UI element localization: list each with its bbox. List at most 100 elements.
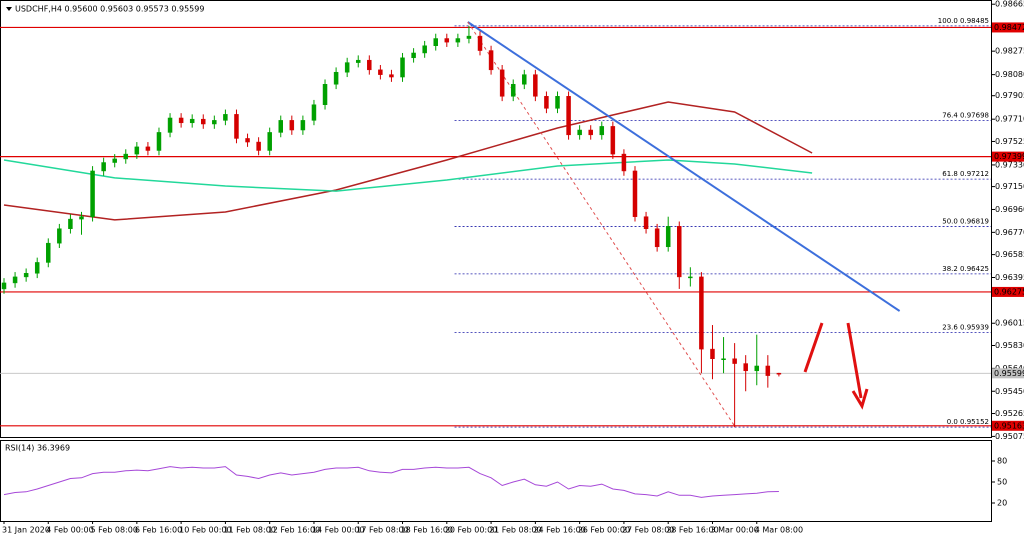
candle-body — [677, 226, 682, 278]
main-frame — [0, 0, 992, 438]
candle-body — [23, 273, 29, 278]
candle-body — [522, 74, 527, 85]
x-tick-label: 28 Feb 16:00 — [666, 526, 718, 535]
candle-body — [466, 35, 472, 39]
candle-body — [1, 282, 7, 290]
candle-body — [632, 170, 638, 217]
x-tick-label: 11 Feb 08:00 — [223, 526, 275, 535]
candle-body — [256, 141, 261, 151]
overlay-line — [3, 159, 813, 192]
fib-label: 61.8 0.97212 — [942, 170, 989, 178]
rsi-title: RSI(14) 36.3969 — [5, 444, 70, 453]
candle-body — [245, 138, 250, 143]
x-tick-label: 12 Feb 16:00 — [268, 526, 320, 535]
candle-body — [710, 348, 715, 359]
candle-body — [654, 228, 660, 248]
candle-body — [167, 117, 173, 133]
candle-body — [289, 120, 295, 131]
rsi-tick-label: 80 — [997, 457, 1007, 466]
candle-body — [754, 365, 760, 372]
y-tick-label: 0.96395 — [995, 273, 1024, 282]
candle-body — [665, 226, 671, 248]
candle-body — [411, 52, 416, 59]
y-tick-label: 0.96585 — [995, 250, 1024, 259]
level-box — [992, 151, 1024, 162]
candle-body — [12, 276, 18, 284]
chart-title: USDCHF,H4 0.95600 0.95603 0.95573 0.9559… — [15, 5, 204, 14]
candle-body — [367, 59, 372, 71]
candle-body — [577, 129, 582, 136]
rsi-line — [3, 466, 779, 498]
candle-body — [533, 74, 538, 97]
overlay-line — [467, 21, 901, 312]
rsi-frame — [0, 440, 992, 522]
candle-body — [599, 126, 605, 136]
x-tick-label: 20 Feb 00:00 — [445, 526, 497, 535]
x-tick-label: 3 Mar 00:00 — [710, 526, 758, 535]
candle-body — [378, 69, 383, 75]
level-label: 0.95163 — [994, 421, 1024, 430]
y-tick-label: 0.95265 — [995, 409, 1024, 418]
candle-body — [610, 126, 616, 155]
y-tick-label: 0.95075 — [995, 432, 1024, 441]
x-tick-label: 31 Jan 2020 — [2, 526, 50, 535]
level-box — [992, 22, 1024, 33]
x-tick-label: 14 Feb 00:00 — [312, 526, 364, 535]
overlay-line — [3, 101, 813, 221]
candle-body — [322, 84, 328, 105]
candle-body — [643, 216, 649, 229]
x-tick-label: 18 Feb 16:00 — [401, 526, 453, 535]
candle-body — [588, 129, 593, 136]
candle-body — [765, 365, 771, 376]
candle-body — [178, 117, 184, 124]
candle-body — [621, 153, 627, 172]
candle-body — [156, 132, 162, 151]
candle-body — [776, 372, 782, 375]
candle-body — [433, 38, 438, 46]
candle-body — [134, 146, 140, 155]
candle-body — [145, 146, 151, 151]
fib-label: 0.0 0.95152 — [947, 418, 989, 426]
symbol-menu[interactable] — [6, 7, 12, 11]
level-box — [992, 286, 1024, 297]
arrow-down — [846, 322, 863, 399]
level-label: 0.97399 — [994, 152, 1024, 161]
x-tick-label: 21 Feb 08:00 — [489, 526, 541, 535]
candle-body — [355, 59, 361, 63]
candle-body — [34, 262, 40, 274]
candle-body — [732, 358, 737, 364]
candle-body — [488, 50, 494, 71]
candle-body — [389, 74, 394, 78]
candle-body — [721, 358, 726, 360]
candle-body — [201, 118, 206, 125]
candle-body — [544, 96, 549, 109]
rsi-tick-label: 20 — [997, 499, 1007, 508]
candle-body — [101, 162, 106, 172]
candle-body — [189, 118, 195, 124]
candle-body — [46, 242, 51, 263]
rsi-tick-label: 50 — [997, 478, 1007, 487]
candle-body — [333, 71, 339, 85]
candle-body — [566, 96, 571, 136]
y-tick-label: 0.96015 — [995, 319, 1024, 328]
candle-body — [267, 132, 272, 151]
x-tick-label: 4 Mar 08:00 — [755, 526, 803, 535]
candle-body — [79, 216, 84, 220]
candle-body — [112, 158, 117, 163]
x-tick-label: 17 Feb 08:00 — [356, 526, 408, 535]
candle-body — [90, 170, 95, 217]
overlay-line — [467, 21, 736, 427]
x-tick-label: 5 Feb 08:00 — [91, 526, 138, 535]
x-tick-label: 10 Feb 00:00 — [179, 526, 231, 535]
x-tick-label: 26 Feb 00:00 — [578, 526, 630, 535]
fib-label: 38.2 0.96425 — [942, 265, 989, 273]
